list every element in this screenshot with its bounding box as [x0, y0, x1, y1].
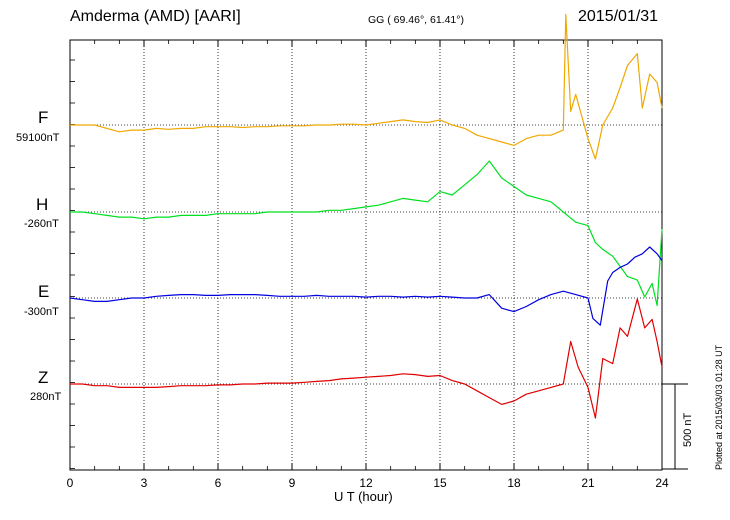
plotted-timestamp: Plotted at 2015/03/03 01:28 UT [714, 344, 724, 470]
x-tick-label-18: 18 [507, 476, 521, 490]
series-label-z: Z [38, 368, 49, 387]
station-title: Amderma (AMD) [AARI] [70, 8, 241, 25]
plot-date: 2015/01/31 [578, 8, 659, 25]
scale-bar-label: 500 nT [682, 412, 694, 447]
x-tick-label-3: 3 [141, 476, 148, 490]
series-baseline-h: -260nT [24, 218, 59, 230]
x-tick-label-15: 15 [433, 476, 447, 490]
series-baseline-z: 280nT [30, 391, 62, 403]
x-tick-label-6: 6 [215, 476, 222, 490]
series-label-e: E [38, 282, 50, 301]
series-label-f: F [38, 108, 49, 127]
x-tick-label-0: 0 [67, 476, 74, 490]
series-line-e [69, 246, 663, 326]
x-tick-label-9: 9 [289, 476, 296, 490]
geographic-coordinates: GG ( 69.46°, 61.41°) [368, 14, 464, 26]
series-baseline-e: -300nT [24, 306, 59, 318]
series-line-f [70, 13, 663, 160]
x-tick-label-12: 12 [359, 476, 373, 490]
x-tick-label-21: 21 [581, 476, 595, 490]
series-line-z [70, 298, 663, 419]
x-tick-label-24: 24 [655, 476, 669, 490]
x-axis-label: U T (hour) [334, 489, 393, 504]
series-label-h: H [36, 195, 49, 214]
series-baseline-f: 59100nT [16, 132, 60, 144]
series-line-h [70, 160, 663, 307]
